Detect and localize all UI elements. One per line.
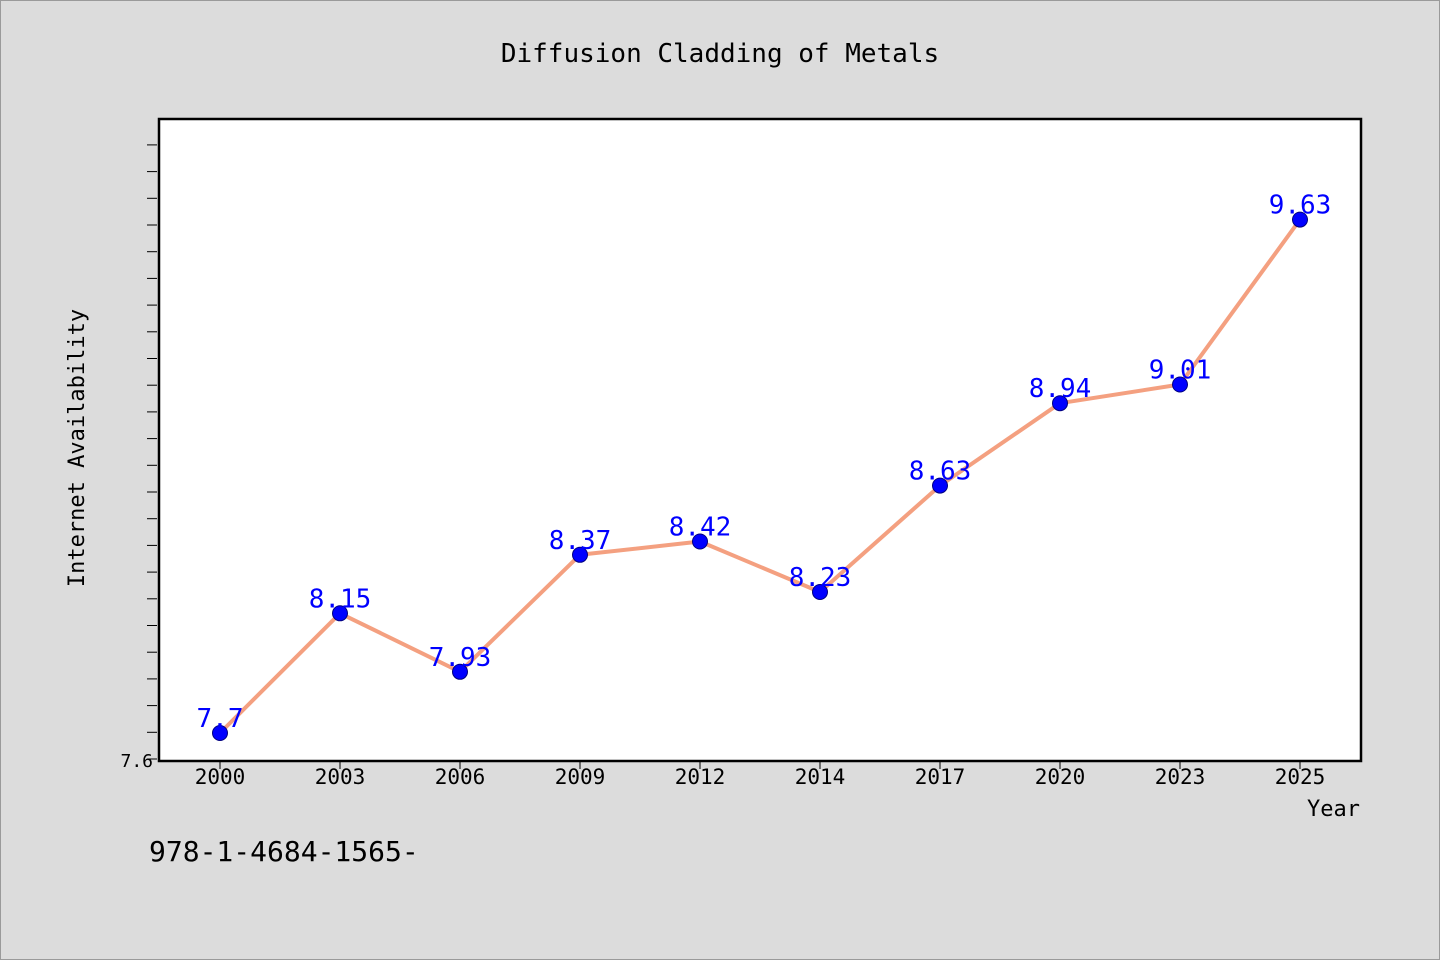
- data-point-4: [692, 533, 708, 550]
- x-tick-label-8: 2023: [1155, 765, 1206, 789]
- data-label-7: 8.94: [1029, 374, 1092, 404]
- data-point-6: [932, 477, 948, 494]
- y-axis-ticks: 7.6: [120, 144, 157, 772]
- data-label-6: 8.63: [909, 457, 972, 487]
- data-label-8: 9.01: [1149, 356, 1212, 386]
- series-line-0: [218, 217, 1302, 735]
- data-point-8: [1172, 376, 1188, 393]
- data-label-0: 7.7: [197, 704, 244, 734]
- x-tick-label-1: 2003: [315, 765, 366, 789]
- data-label-2: 7.93: [429, 643, 492, 673]
- x-tick-label-2: 2006: [435, 765, 486, 789]
- data-label-9: 9.63: [1269, 191, 1332, 221]
- data-point-3: [572, 546, 588, 563]
- data-point-7: [1052, 395, 1068, 412]
- plot-area: [157, 117, 1363, 763]
- x-tick-label-9: 2025: [1275, 765, 1326, 789]
- x-axis-ticks: 2000 2003 2006 2009 2012 2014 2017 2020 2023 2025: [195, 761, 1326, 789]
- data-point-5: [812, 584, 828, 600]
- data-point-1: [332, 605, 348, 622]
- x-tick-label-6: 2017: [915, 765, 966, 789]
- data-point-9: [1292, 211, 1308, 228]
- data-point-0: [212, 725, 228, 741]
- y-axis-title: Internet Availability: [65, 309, 90, 587]
- series-group: 7.7 8.15 7.93 8.37 8.42 8.23 8.63 8.94 9.01 9.63: [197, 191, 1332, 741]
- x-tick-label-3: 2009: [555, 765, 606, 789]
- footer-code: 978-1-4684-1565-: [149, 835, 419, 868]
- x-tick-label-5: 2014: [795, 765, 846, 789]
- data-label-1: 8.15: [309, 584, 372, 614]
- chart-title: Diffusion Cladding of Metals: [501, 39, 939, 69]
- y-tick-label-0: 7.6: [120, 751, 153, 772]
- x-axis-title: Year: [1307, 797, 1360, 822]
- x-tick-label-7: 2020: [1035, 765, 1086, 789]
- data-point-2: [452, 663, 468, 680]
- x-tick-label-4: 2012: [675, 765, 726, 789]
- data-label-5: 8.23: [789, 563, 852, 593]
- x-tick-label-0: 2000: [195, 765, 246, 789]
- data-label-4: 8.42: [669, 513, 732, 543]
- data-label-3: 8.37: [549, 526, 612, 556]
